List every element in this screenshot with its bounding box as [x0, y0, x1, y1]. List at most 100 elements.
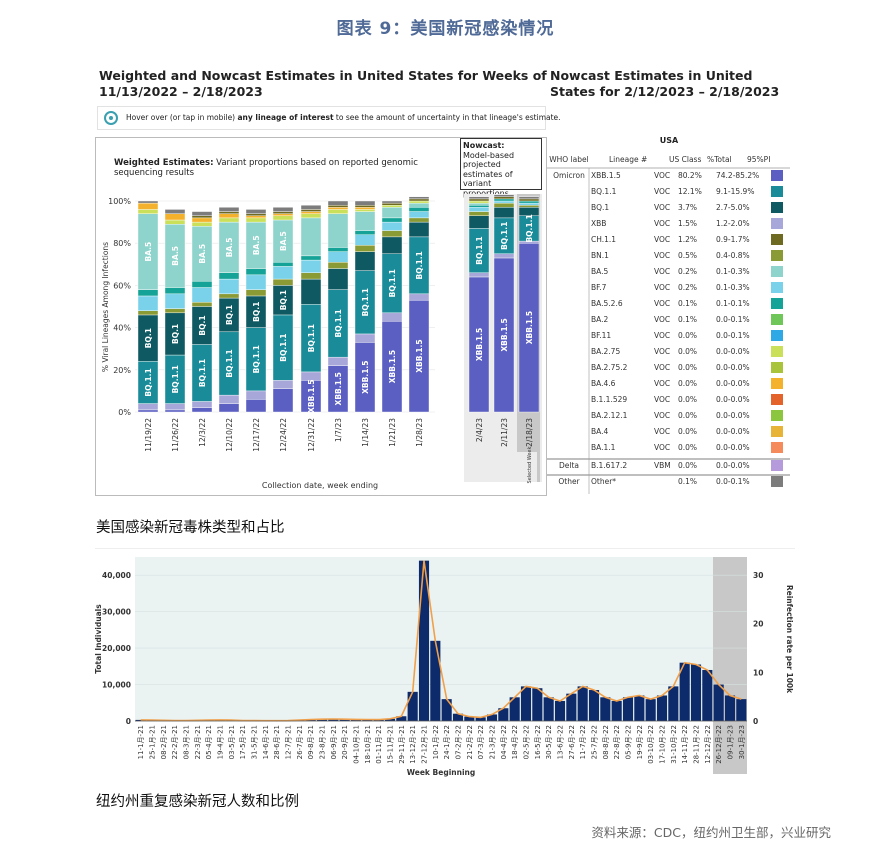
- reinfection-bar[interactable]: [486, 714, 498, 721]
- bar-segment-BA.5[interactable]: [381, 207, 403, 219]
- bar-segment-BN.1[interactable]: [245, 289, 267, 297]
- bar-segment-XBB.1.5[interactable]: [245, 399, 267, 413]
- bar-segment-BF.7[interactable]: [518, 202, 540, 206]
- reinfection-bar[interactable]: [520, 686, 532, 721]
- bar-segment-BQ.1[interactable]: [354, 251, 376, 271]
- bar-segment-BA.5.2.6[interactable]: [137, 289, 159, 297]
- reinfection-bar[interactable]: [554, 700, 566, 721]
- bar-segment-BA.2.75[interactable]: [468, 200, 490, 204]
- bar-segment-BF.7[interactable]: [381, 221, 403, 231]
- reinfection-bar[interactable]: [622, 697, 634, 721]
- reinfection-bar[interactable]: [566, 693, 577, 721]
- bar-segment-BA.4.6[interactable]: [272, 213, 294, 216]
- bar-segment-BF.7[interactable]: [493, 200, 515, 204]
- bar-segment-BN.1[interactable]: [354, 245, 376, 252]
- bar-segment-CH.1.1[interactable]: [191, 215, 213, 219]
- bar-segment-BN.1[interactable]: [137, 310, 159, 316]
- bar-segment-BA.2[interactable]: [218, 394, 240, 404]
- reinfection-bar[interactable]: [543, 697, 554, 721]
- reinfection-bar[interactable]: [724, 695, 736, 721]
- bar-segment-BA.2[interactable]: [327, 356, 349, 366]
- bar-segment-BF.7[interactable]: [272, 266, 294, 280]
- table-lineage[interactable]: Other*: [591, 477, 616, 486]
- bar-segment-BQ.1[interactable]: [408, 221, 430, 238]
- reinfection-bar[interactable]: [611, 700, 622, 721]
- bar-segment-BA.4.6[interactable]: [245, 215, 267, 219]
- bar-segment-BQ.1[interactable]: [493, 207, 515, 219]
- reinfection-bar[interactable]: [464, 716, 475, 721]
- bar-segment-BN.1[interactable]: [468, 211, 490, 216]
- bar-segment-BF.7[interactable]: [164, 293, 186, 309]
- reinfection-bar[interactable]: [475, 717, 486, 721]
- bar-segment-BA.2[interactable]: [245, 390, 267, 400]
- bar-segment-BA.5.2.6[interactable]: [468, 205, 490, 208]
- bar-segment-CH.1.1[interactable]: [381, 202, 403, 206]
- bar-segment-BN.1[interactable]: [300, 272, 322, 280]
- bar-segment-XBB[interactable]: [408, 196, 430, 200]
- bar-segment-CH.1.1[interactable]: [272, 211, 294, 214]
- bar-segment-BA.2[interactable]: [272, 380, 294, 389]
- bar-segment-CH.1.1[interactable]: [493, 196, 515, 200]
- bar-segment-XBB[interactable]: [381, 200, 403, 204]
- bar-segment-BA.5.2.6[interactable]: [164, 287, 186, 295]
- reinfection-bar[interactable]: [713, 684, 724, 721]
- reinfection-bar[interactable]: [634, 695, 645, 721]
- bar-segment-XBB[interactable]: [164, 209, 186, 214]
- reinfection-bar[interactable]: [135, 719, 146, 721]
- bar-segment-BQ.1[interactable]: [327, 268, 349, 290]
- bar-segment-BN.1[interactable]: [191, 302, 213, 307]
- bar-segment-XBB[interactable]: [518, 196, 540, 200]
- bar-segment-CH.1.1[interactable]: [327, 205, 349, 208]
- bar-segment-BA.2.75[interactable]: [354, 209, 376, 212]
- bar-segment-BA.2[interactable]: [191, 401, 213, 408]
- bar-segment-BQ.1[interactable]: [300, 278, 322, 305]
- bar-segment-BA.2[interactable]: [381, 312, 403, 322]
- bar-segment-BF.7[interactable]: [191, 287, 213, 303]
- bar-segment-BA.5.2.6[interactable]: [327, 247, 349, 252]
- bar-segment-BA.2[interactable]: [164, 403, 186, 411]
- bar-segment-BQ.1[interactable]: [468, 215, 490, 229]
- reinfection-bar[interactable]: [532, 688, 543, 721]
- reinfection-bar[interactable]: [407, 691, 418, 721]
- bar-segment-BA.5[interactable]: [468, 202, 490, 206]
- bar-segment-CH.1.1[interactable]: [354, 205, 376, 208]
- bar-segment-XBB.1.5[interactable]: [272, 388, 294, 413]
- reinfection-bar[interactable]: [588, 690, 600, 721]
- bar-segment-BA.2.75[interactable]: [245, 217, 267, 223]
- bar-segment-BA.2[interactable]: [468, 272, 490, 278]
- bar-segment-BA.5.2.6[interactable]: [518, 200, 540, 204]
- bar-segment-CH.1.1[interactable]: [245, 213, 267, 216]
- bar-segment-XBB.1.5[interactable]: [191, 407, 213, 413]
- bar-segment-BA.4.6[interactable]: [300, 211, 322, 214]
- bar-segment-BF.7[interactable]: [327, 251, 349, 263]
- bar-segment-BA.5.2.6[interactable]: [300, 255, 322, 261]
- bar-segment-BF.7[interactable]: [137, 295, 159, 311]
- bar-segment-BA.5.2.6[interactable]: [218, 272, 240, 280]
- bar-segment-BA.2.75[interactable]: [272, 215, 294, 221]
- reinfection-bar[interactable]: [396, 716, 407, 721]
- bar-segment-BN.1[interactable]: [493, 202, 515, 208]
- bar-segment-BA.2.75[interactable]: [300, 213, 322, 219]
- bar-segment-BN.1[interactable]: [381, 230, 403, 238]
- bar-segment-XBB[interactable]: [218, 207, 240, 212]
- reinfection-bar[interactable]: [736, 699, 747, 721]
- bar-segment-BN.1[interactable]: [408, 217, 430, 223]
- table-lineage[interactable]: BA.5: [591, 267, 609, 276]
- table-lineage[interactable]: CH.1.1: [591, 235, 616, 244]
- bar-segment-BF.7[interactable]: [408, 211, 430, 219]
- bar-segment-BF.7[interactable]: [468, 207, 490, 212]
- bar-segment-CH.1.1[interactable]: [218, 211, 240, 214]
- bar-segment-BN.1[interactable]: [164, 308, 186, 314]
- reinfection-bar[interactable]: [339, 719, 350, 721]
- table-lineage[interactable]: BA.1.1: [591, 443, 616, 452]
- bar-segment-BN.1[interactable]: [327, 261, 349, 269]
- bar-segment-BA.5[interactable]: [354, 211, 376, 231]
- reinfection-bar[interactable]: [328, 718, 339, 721]
- reinfection-bar[interactable]: [316, 719, 328, 721]
- table-lineage[interactable]: BA.2: [591, 315, 609, 324]
- bar-segment-BA.4.6[interactable]: [137, 202, 159, 210]
- bar-segment-BF.7[interactable]: [218, 278, 240, 295]
- reinfection-bar[interactable]: [509, 697, 520, 721]
- bar-segment-BF.7[interactable]: [300, 259, 322, 273]
- bar-segment-XBB.1.5[interactable]: [218, 403, 240, 413]
